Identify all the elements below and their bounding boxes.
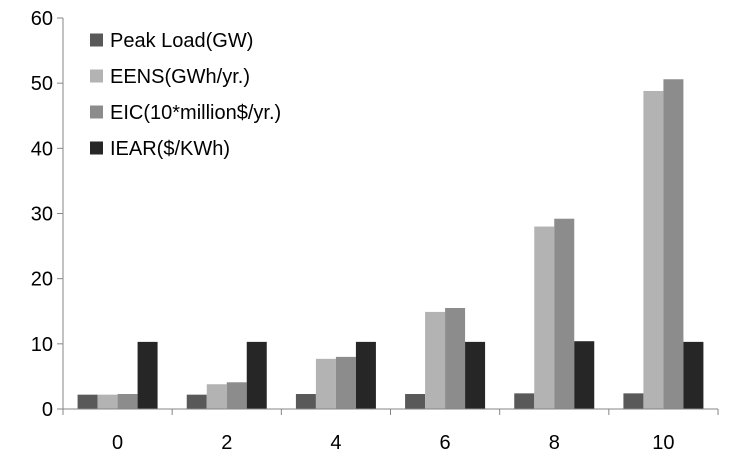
y-tick-label: 10 bbox=[31, 334, 53, 356]
bar-peak-load-gw-x6 bbox=[405, 394, 426, 409]
legend-swatch-eic-10-million-yr bbox=[90, 105, 103, 119]
legend-swatch-iear-kwh bbox=[90, 141, 103, 155]
y-tick-label: 30 bbox=[31, 204, 53, 226]
y-tick-label: 0 bbox=[42, 399, 53, 421]
legend-label-eic-10-million-yr: EIC(10*million$/yr.) bbox=[110, 102, 281, 124]
bar-iear-kwh-x0 bbox=[137, 341, 158, 409]
bar-peak-load-gw-x2 bbox=[186, 394, 207, 409]
axes-layer: 0 10 20 30 40 50 60 0 2 4 6 8 10 bbox=[31, 8, 719, 454]
legend-label-iear-kwh: IEAR($/KWh) bbox=[110, 138, 230, 160]
bar-iear-kwh-x8 bbox=[574, 341, 595, 409]
bar-peak-load-gw-x10 bbox=[623, 393, 644, 409]
x-tick-label: 8 bbox=[549, 432, 560, 454]
bar-iear-kwh-x2 bbox=[246, 341, 267, 409]
x-tick-label: 2 bbox=[221, 432, 232, 454]
legend-swatch-eens-gwh-yr bbox=[90, 69, 103, 83]
bar-eens-gwh-yr-x10 bbox=[643, 90, 664, 409]
y-tick-label: 20 bbox=[31, 269, 53, 291]
bar-iear-kwh-x10 bbox=[683, 341, 704, 409]
bar-eens-gwh-yr-x6 bbox=[425, 311, 446, 409]
legend: Peak Load(GW) EENS(GWh/yr.) EIC(10*million… bbox=[90, 30, 281, 160]
x-tick-label: 6 bbox=[440, 432, 451, 454]
legend-label-peak-load-gw: Peak Load(GW) bbox=[110, 30, 253, 52]
x-tick-label: 4 bbox=[330, 432, 341, 454]
bar-eic-10-million-yr-x8 bbox=[554, 218, 575, 409]
y-tick-label: 60 bbox=[31, 8, 53, 30]
bar-peak-load-gw-x4 bbox=[295, 394, 316, 409]
legend-label-eens-gwh-yr: EENS(GWh/yr.) bbox=[110, 66, 250, 88]
y-tick-label: 50 bbox=[31, 73, 53, 95]
bar-eens-gwh-yr-x2 bbox=[206, 384, 227, 409]
bar-peak-load-gw-x0 bbox=[77, 394, 98, 409]
bar-eic-10-million-yr-x0 bbox=[117, 394, 138, 409]
x-tick-label: 0 bbox=[112, 432, 123, 454]
bar-eic-10-million-yr-x6 bbox=[445, 307, 466, 409]
bar-eens-gwh-yr-x0 bbox=[97, 394, 118, 409]
bar-iear-kwh-x6 bbox=[465, 341, 486, 409]
bar-eens-gwh-yr-x8 bbox=[534, 226, 555, 409]
bars-layer bbox=[77, 79, 704, 410]
legend-swatch-peak-load-gw bbox=[90, 33, 103, 47]
bar-eic-10-million-yr-x4 bbox=[335, 356, 356, 409]
bar-eens-gwh-yr-x4 bbox=[315, 358, 336, 409]
bar-peak-load-gw-x8 bbox=[514, 393, 535, 409]
bar-iear-kwh-x4 bbox=[355, 341, 376, 409]
y-tick-label: 40 bbox=[31, 138, 53, 160]
bar-eic-10-million-yr-x10 bbox=[663, 79, 684, 410]
bar-eic-10-million-yr-x2 bbox=[226, 382, 247, 409]
x-tick-label: 10 bbox=[652, 432, 674, 454]
